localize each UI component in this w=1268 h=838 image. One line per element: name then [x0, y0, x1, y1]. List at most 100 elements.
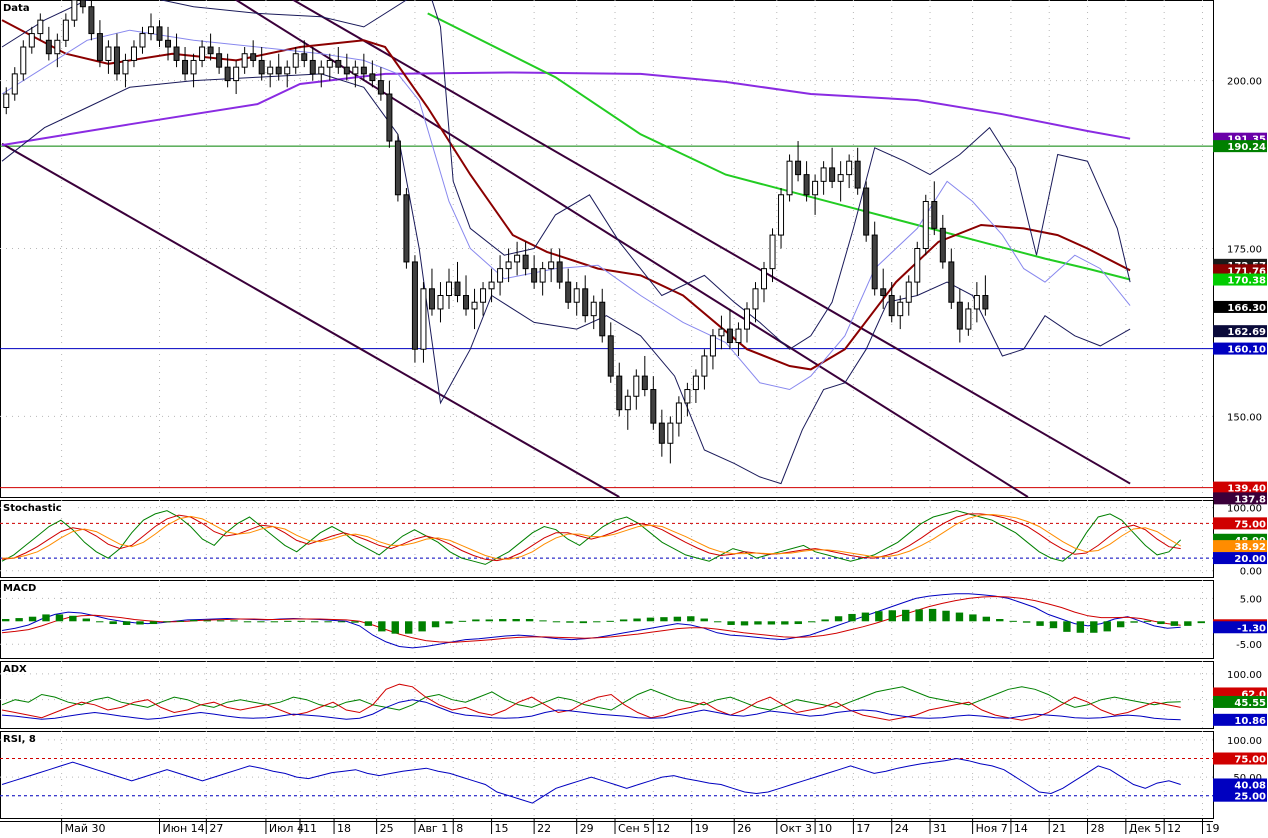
candle-body	[973, 295, 980, 310]
macd-histogram-bar	[660, 617, 668, 622]
price-value-marker	[1213, 264, 1267, 277]
stochastic-tick-label: 100.00	[1227, 504, 1262, 515]
macd-histogram-bar	[512, 619, 520, 622]
candle-body	[565, 281, 572, 303]
x-axis-label: 22	[537, 822, 551, 834]
macd-histogram-bar	[351, 621, 359, 623]
stochastic-series-slow	[2, 513, 1181, 560]
macd-histogram-bar	[740, 621, 749, 626]
macd-histogram-bar	[593, 621, 601, 623]
x-axis-label: Июл 4	[269, 822, 304, 834]
candle-body	[965, 308, 972, 330]
macd-histogram-bar	[1076, 621, 1085, 633]
candle-body	[62, 19, 69, 41]
macd-series-signal	[1, 595, 1181, 643]
macd-histogram-bar	[15, 618, 23, 622]
candle-body	[846, 160, 853, 176]
rsi-title-bg	[1, 732, 47, 744]
candle-body	[445, 281, 452, 297]
stochastic-value-marker	[1213, 552, 1267, 565]
candle-body	[224, 66, 231, 82]
macd-histogram-bar	[190, 619, 198, 622]
candle-body	[471, 301, 478, 310]
candle-body	[377, 80, 384, 95]
macd-histogram-bar	[1143, 620, 1152, 622]
candle-body	[71, 0, 78, 21]
candle-body	[463, 295, 470, 310]
candle-body	[931, 200, 938, 229]
candle-body	[88, 6, 95, 35]
candle-body	[394, 140, 401, 196]
candle-body	[3, 93, 10, 108]
macd-histogram-bar	[284, 620, 292, 622]
macd-histogram-bar	[713, 621, 722, 623]
x-axis-label: Май 30	[65, 822, 106, 834]
candle-body	[488, 281, 495, 290]
macd-histogram-bar	[969, 614, 977, 622]
candle-body	[79, 0, 86, 8]
macd-histogram-bar	[297, 620, 305, 622]
candle-body	[428, 288, 435, 310]
candle-body	[922, 200, 929, 249]
candle-body	[514, 254, 521, 263]
candle-body	[309, 59, 316, 75]
macd-histogram-bar	[28, 616, 37, 622]
price-series-sma100	[427, 12, 1131, 281]
macd-histogram-bar	[1116, 621, 1125, 628]
stochastic-value-marker-label: 38.92	[1234, 542, 1266, 553]
rsi-series-rsi	[1, 757, 1181, 804]
candle-body	[897, 301, 904, 317]
macd-histogram-bar	[1063, 621, 1071, 632]
price-value-marker	[1213, 300, 1267, 313]
macd-histogram-bar	[552, 621, 561, 623]
macd-histogram-bar	[888, 610, 896, 622]
price-series-bb-upper	[1, 0, 1131, 350]
candle-body	[905, 281, 912, 303]
macd-histogram-bar	[673, 616, 682, 622]
candle-body	[786, 160, 793, 196]
macd-histogram-bar	[391, 621, 399, 634]
x-axis-label: 25	[380, 822, 394, 834]
candle-body	[726, 328, 733, 344]
candle-body	[45, 39, 52, 55]
macd-histogram-bar	[1049, 621, 1058, 629]
candle-body	[403, 194, 410, 263]
candle-body	[531, 268, 538, 283]
macd-histogram-bar	[606, 620, 614, 622]
candle-body	[880, 288, 887, 297]
rsi-frame	[0, 731, 1214, 819]
macd-histogram-bar	[902, 609, 910, 622]
macd-histogram-bar	[405, 621, 413, 634]
price-value-marker-label: 162.69	[1227, 327, 1266, 338]
x-axis-label: Ноя 7	[976, 822, 1008, 834]
candle-body	[641, 375, 648, 391]
candle-body	[258, 59, 265, 75]
candle-body	[888, 295, 895, 317]
macd-histogram-bar	[136, 621, 144, 625]
candle-body	[743, 308, 750, 330]
candle-body	[829, 167, 836, 182]
macd-histogram-bar	[1103, 621, 1111, 632]
candle-body	[182, 59, 189, 75]
candle-body	[650, 389, 657, 424]
macd-histogram-bar	[982, 616, 991, 622]
macd-histogram-bar	[781, 621, 789, 625]
price-tick-label: 200.00	[1227, 77, 1262, 88]
x-axis-label: 15	[495, 822, 509, 834]
macd-histogram-bar	[82, 618, 90, 622]
price-value-marker-label: 190.24	[1227, 142, 1266, 153]
x-axis-label: 10	[818, 822, 832, 834]
macd-histogram-bar	[1130, 621, 1138, 623]
candle-body	[301, 53, 308, 61]
macd-histogram-bar	[1036, 621, 1044, 626]
candle-body	[369, 73, 376, 82]
adx-value-marker	[1213, 713, 1267, 726]
macd-histogram-bar	[700, 618, 708, 622]
macd-histogram-bar	[579, 621, 588, 624]
adx-value-marker	[1213, 695, 1267, 708]
macd-histogram-bar	[619, 619, 628, 622]
macd-histogram-bar	[767, 621, 776, 625]
rsi-value-marker	[1213, 789, 1267, 802]
